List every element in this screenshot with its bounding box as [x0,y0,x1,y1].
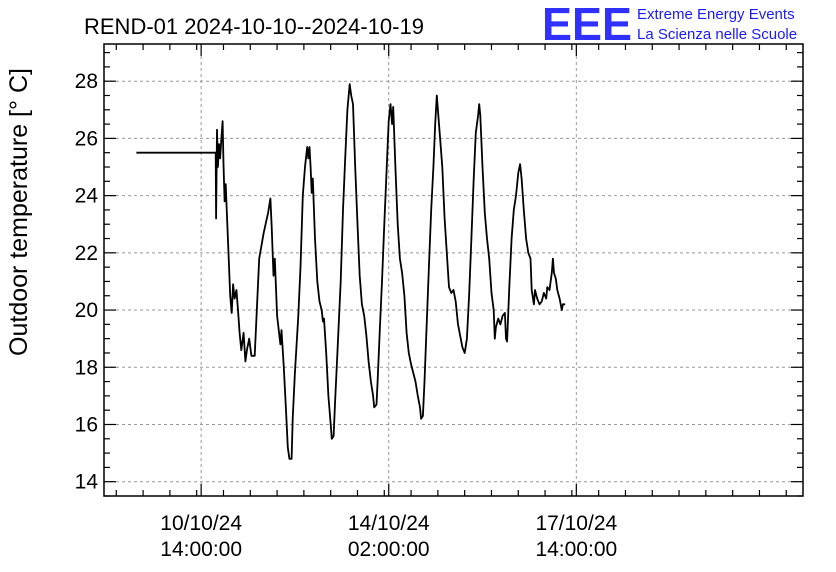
y-tick-label: 28 [75,70,98,93]
y-tick-label: 18 [75,356,98,379]
plot-frame [103,43,804,497]
y-tick-label: 16 [75,413,98,436]
x-tick-label: 17/10/24 14:00:00 [535,512,617,561]
brand-line-1: Extreme Energy Events [637,6,795,23]
y-tick-label: 24 [75,185,99,208]
chart-title: REND-01 2024-10-10--2024-10-19 [84,14,424,39]
y-tick-labels: 14 16 18 20 22 24 26 28 [75,70,99,494]
y-tick-label: 14 [75,471,99,494]
brand-line-2: La Scienza nelle Scuole [637,26,797,43]
eee-logo: EEE Extreme Energy Events La Scienza nel… [542,0,797,50]
y-tick-label: 20 [75,299,98,322]
y-tick-label: 22 [75,242,98,265]
eee-logo-mark: EEE [542,0,632,50]
axis-ticks [104,44,803,497]
grid [104,44,803,496]
y-axis-label: Outdoor temperature [° C] [5,68,33,356]
y-tick-label: 26 [75,127,98,150]
x-tick-label: 14/10/24 02:00:00 [348,512,430,561]
x-tick-labels: 10/10/24 14:00:00 14/10/24 02:00:00 17/10/24… [160,512,617,561]
temperature-series-line [136,83,566,460]
x-tick-label: 10/10/24 14:00:00 [160,512,242,561]
